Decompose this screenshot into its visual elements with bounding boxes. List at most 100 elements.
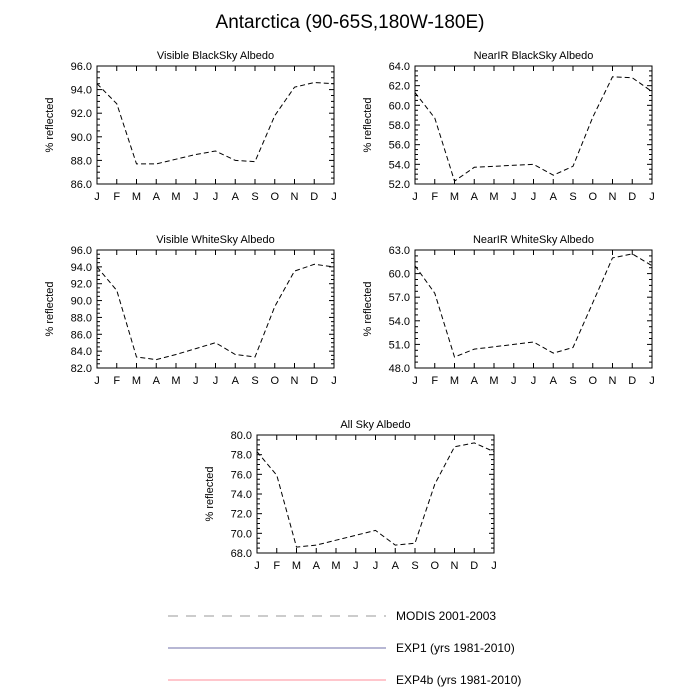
y-tick-label: 58.0 [389,120,410,132]
y-tick-label: 54.0 [389,159,410,171]
x-tick-label: O [270,191,279,203]
y-axis-label: % reflected [204,466,216,521]
x-tick-label: N [609,191,617,203]
x-tick-label: O [430,560,439,572]
y-tick-label: 74.0 [231,489,252,501]
x-tick-label: O [270,375,279,387]
x-tick-label: M [132,191,141,203]
y-tick-label: 84.0 [71,346,92,358]
x-tick-label: F [273,560,280,572]
y-tick-label: 92.0 [71,279,92,291]
x-tick-label: A [313,560,321,572]
x-tick-label: N [609,375,617,387]
x-tick-label: M [450,191,459,203]
x-tick-label: M [171,191,180,203]
x-tick-label: S [251,375,258,387]
x-tick-label: D [470,560,478,572]
y-tick-label: 76.0 [231,469,252,481]
y-tick-label: 86.0 [71,179,92,191]
y-tick-label: 70.0 [231,528,252,540]
y-tick-label: 72.0 [231,509,252,521]
x-tick-label: N [291,375,299,387]
x-tick-label: J [94,375,100,387]
x-tick-label: J [193,191,199,203]
y-tick-label: 86.0 [71,329,92,341]
x-tick-label: S [251,191,258,203]
x-tick-label: J [649,191,655,203]
x-tick-label: J [491,560,497,572]
panel-title: Visible BlackSky Albedo [157,50,274,62]
x-tick-label: M [331,560,340,572]
y-tick-label: 96.0 [71,61,92,73]
x-tick-label: J [373,560,379,572]
series-line-modis [256,442,495,548]
y-tick-label: 90.0 [71,132,92,144]
x-tick-label: J [412,375,418,387]
panel-title: Visible WhiteSky Albedo [156,234,274,246]
x-tick-label: M [489,191,498,203]
x-tick-label: M [450,375,459,387]
x-tick-label: J [649,375,655,387]
y-axis-label: % reflected [362,97,374,152]
y-tick-label: 94.0 [71,262,92,274]
x-tick-label: J [331,191,337,203]
x-tick-label: N [291,191,299,203]
y-tick-label: 64.0 [389,61,410,73]
y-tick-label: 54.0 [389,316,410,328]
x-tick-label: A [153,191,161,203]
x-tick-label: J [94,191,100,203]
legend: MODIS 2001-2003 EXP1 (yrs 1981-2010) EXP4b… [168,609,521,687]
x-tick-label: J [511,375,517,387]
x-tick-label: S [569,191,576,203]
y-tick-label: 57.0 [389,292,410,304]
x-tick-label: S [411,560,418,572]
x-tick-label: A [392,560,400,572]
x-tick-label: M [132,375,141,387]
y-axis-label: % reflected [362,281,374,336]
x-tick-label: O [588,375,597,387]
x-tick-label: A [471,375,479,387]
legend-label-2: EXP1 (yrs 1981-2010) [396,641,515,655]
legend-label-3: EXP4b (yrs 1981-2010) [396,673,521,687]
y-axis-label: % reflected [44,281,56,336]
x-tick-label: A [153,375,161,387]
y-tick-label: 88.0 [71,312,92,324]
x-tick-label: A [232,191,240,203]
x-tick-label: F [113,191,120,203]
x-tick-label: D [310,375,318,387]
x-tick-label: J [531,375,537,387]
series-line-modis [414,76,653,182]
y-tick-label: 92.0 [71,108,92,120]
y-tick-label: 88.0 [71,155,92,167]
x-tick-label: D [628,375,636,387]
y-tick-label: 60.0 [389,100,410,112]
y-tick-label: 56.0 [389,140,410,152]
x-tick-label: M [171,375,180,387]
y-tick-label: 94.0 [71,85,92,97]
plot-frame [96,249,335,369]
x-tick-label: J [353,560,359,572]
y-tick-label: 90.0 [71,296,92,308]
x-tick-label: S [569,375,576,387]
y-tick-label: 60.0 [389,269,410,281]
series-line-modis [96,81,335,165]
plot-frame [256,434,495,554]
y-tick-label: 78.0 [231,450,252,462]
main-title: Antarctica (90-65S,180W-180E) [215,12,485,33]
panel-title: NearIR BlackSky Albedo [474,50,594,62]
x-tick-label: F [113,375,120,387]
x-tick-label: J [213,191,219,203]
x-tick-label: M [292,560,301,572]
x-tick-label: D [310,191,318,203]
y-tick-label: 51.0 [389,339,410,351]
plot-frame [414,249,653,369]
x-tick-label: A [550,375,558,387]
y-tick-label: 52.0 [389,179,410,191]
x-tick-label: J [511,191,517,203]
x-tick-label: J [254,560,260,572]
x-tick-label: A [471,191,479,203]
x-tick-label: A [232,375,240,387]
